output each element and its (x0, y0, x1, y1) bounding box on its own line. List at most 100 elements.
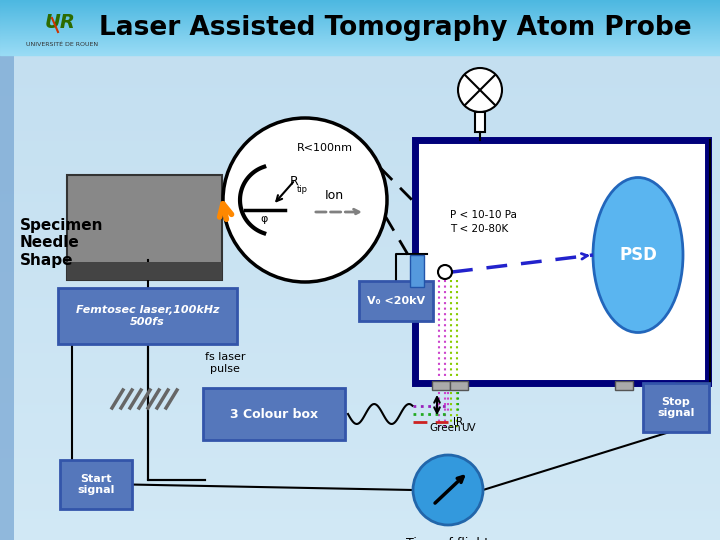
Bar (0, 367, 720, 368)
Bar (0, 254, 720, 255)
Bar (0, 480, 720, 481)
Bar (0, 287, 720, 288)
Bar (0, 302, 720, 303)
Bar (0, 36, 720, 37)
Bar (0, 338, 720, 339)
Bar (0, 75, 720, 76)
Bar (0, 213, 720, 214)
Bar (0, 360, 720, 361)
Bar (0, 104, 720, 105)
Bar (0, 3, 720, 4)
Bar (0, 349, 720, 350)
Bar (0, 185, 720, 186)
Bar (0, 95, 720, 96)
Bar (0, 79, 720, 80)
Bar (0, 61, 720, 62)
Bar (0, 450, 720, 451)
Bar (0, 488, 720, 489)
Bar (0, 171, 720, 172)
Bar (0, 252, 720, 253)
Bar (0, 40, 720, 41)
FancyBboxPatch shape (203, 388, 345, 440)
Bar (0, 521, 720, 522)
Bar (0, 80, 720, 81)
Bar (0, 335, 720, 336)
Bar (0, 208, 720, 209)
Bar (0, 312, 720, 313)
Bar (0, 32, 720, 33)
Bar (0, 293, 720, 294)
Bar (0, 267, 720, 268)
Bar (0, 368, 720, 369)
Bar (0, 337, 720, 338)
Bar (0, 339, 720, 340)
Bar (0, 37, 720, 38)
Bar (0, 21, 720, 22)
Bar (0, 14, 720, 15)
Bar (0, 508, 720, 509)
Bar (0, 140, 720, 141)
Bar (0, 479, 720, 480)
Bar (0, 49, 720, 50)
Bar (0, 228, 720, 229)
Bar (0, 146, 720, 147)
Bar (0, 441, 720, 442)
Bar (0, 412, 720, 413)
Bar (0, 186, 720, 187)
Bar (0, 311, 720, 312)
Bar (0, 317, 720, 318)
Bar (0, 167, 720, 168)
Bar (0, 263, 720, 264)
Bar (0, 35, 720, 36)
Bar (0, 489, 720, 490)
Bar (0, 174, 720, 175)
Bar (0, 276, 720, 277)
Bar (0, 100, 720, 101)
Bar (0, 486, 720, 487)
Bar (0, 244, 720, 245)
Bar (0, 33, 720, 34)
Bar (0, 13, 720, 14)
Bar (0, 314, 720, 315)
Bar (0, 378, 720, 379)
Bar (0, 319, 720, 320)
Bar (0, 526, 720, 527)
Bar (0, 38, 720, 39)
Bar (0, 142, 720, 143)
Bar (0, 25, 720, 26)
Bar (0, 372, 720, 373)
Bar (0, 19, 720, 20)
Bar (0, 332, 720, 333)
Bar (0, 333, 720, 334)
Bar (0, 7, 720, 8)
Bar (0, 388, 720, 389)
Bar (0, 168, 720, 169)
Bar (0, 505, 720, 506)
Bar (0, 23, 720, 24)
Bar (0, 9, 720, 10)
Bar (0, 15, 720, 16)
Bar (0, 362, 720, 363)
Bar (0, 218, 720, 219)
Bar (0, 539, 720, 540)
Bar (0, 533, 720, 534)
Bar (67, 175, 222, 280)
Bar (0, 234, 720, 235)
Circle shape (413, 455, 483, 525)
Bar (0, 103, 720, 104)
Text: Stop
signal: Stop signal (657, 397, 695, 418)
FancyBboxPatch shape (58, 288, 237, 344)
Bar (0, 285, 720, 286)
Bar (0, 94, 720, 95)
Bar (0, 435, 720, 436)
Bar (0, 98, 720, 99)
Bar (0, 136, 720, 137)
Bar (0, 321, 720, 322)
Bar (0, 289, 720, 290)
Bar (0, 358, 720, 359)
Bar (0, 154, 720, 155)
Bar (0, 17, 720, 18)
Bar (0, 141, 720, 142)
Bar (0, 493, 720, 494)
Bar (0, 406, 720, 407)
